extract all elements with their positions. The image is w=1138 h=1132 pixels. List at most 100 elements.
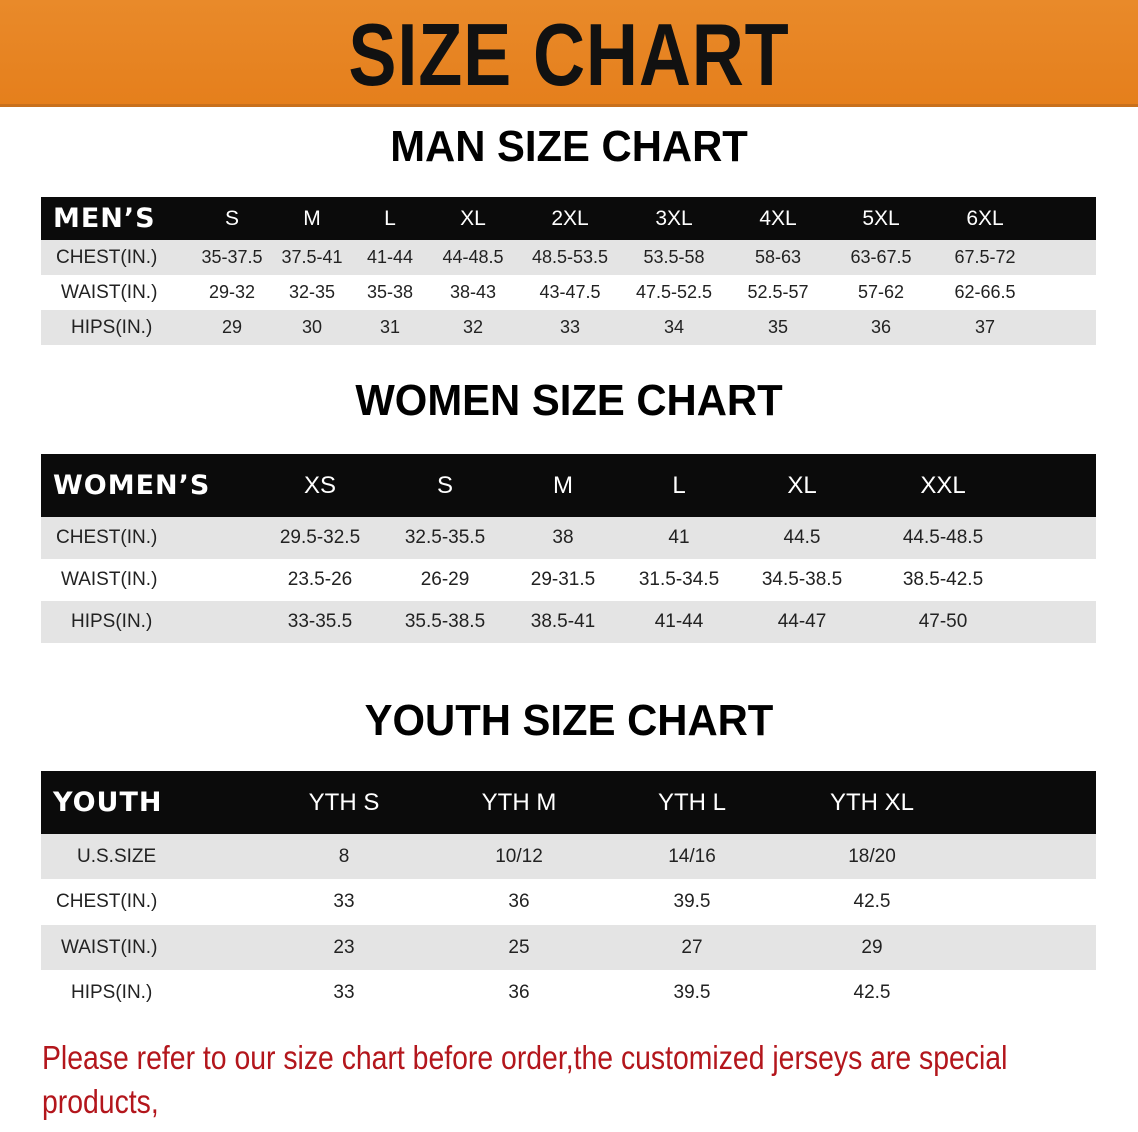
- table-cell: 44.5-48.5: [902, 527, 984, 548]
- row-label: U.S.SIZE: [77, 845, 157, 867]
- youth-header-label: YOUTH: [53, 787, 163, 818]
- table-cell: 23.5-26: [287, 569, 353, 590]
- youth-section-title: YOUTH SIZE CHART: [364, 696, 774, 745]
- table-cell: 36: [508, 891, 530, 912]
- row-label: WAIST(IN.): [61, 569, 158, 590]
- table-cell: 32.5-35.5: [404, 527, 486, 548]
- row-label: CHEST(IN.): [56, 246, 158, 268]
- table-cell: 23: [333, 936, 355, 958]
- table-cell: 62-66.5: [954, 282, 1016, 302]
- size-header-l: L: [384, 206, 396, 230]
- table-cell: 37.5-41: [281, 247, 343, 267]
- table-cell: 10/12: [495, 845, 543, 867]
- table-cell: 52.5-57: [747, 282, 809, 302]
- banner-title: SIZE CHART: [348, 5, 790, 104]
- table-cell: 34: [663, 317, 685, 337]
- row-label: HIPS(IN.): [71, 981, 153, 1003]
- men-header-label: MEN’S: [53, 203, 156, 234]
- notice-line-1: Please refer to our size chart before or…: [42, 1039, 1008, 1120]
- table-cell: 42.5: [853, 891, 891, 912]
- table-row: CHEST(IN.) 29.5-32.5 32.5-35.5 38 41 44.5 44.5…: [41, 517, 1096, 559]
- table-cell: 38-43: [449, 282, 497, 302]
- table-cell: 44-47: [777, 611, 827, 632]
- size-header-4xl: 4XL: [759, 206, 797, 230]
- order-notice: Please refer to our size chart before or…: [42, 1036, 1074, 1132]
- size-header-xl: XL: [460, 206, 486, 230]
- row-label: CHEST(IN.): [56, 527, 158, 548]
- table-cell: 29: [861, 936, 883, 958]
- table-cell: 36: [870, 317, 892, 337]
- table-cell: 48.5-53.5: [531, 247, 609, 267]
- table-cell: 33: [333, 891, 355, 912]
- size-header-s: S: [224, 206, 240, 230]
- table-cell: 25: [508, 936, 530, 958]
- youth-size-table: YOUTH YTH S YTH M YTH L YTH XL U.S.SIZE 8 10/12…: [41, 771, 1096, 1015]
- table-cell: 33-35.5: [287, 611, 353, 632]
- table-row: HIPS(IN.) 33 36 39.5 42.5: [41, 970, 1096, 1015]
- women-header-label: WOMEN’S: [53, 470, 211, 501]
- table-row: WAIST(IN.) 23 25 27 29: [41, 925, 1096, 970]
- women-size-table: WOMEN’S XS S M L XL XXL CHEST(IN.) 29.5-32.5 32.5…: [41, 454, 1096, 643]
- table-cell: 38.5-42.5: [902, 569, 984, 590]
- table-cell: 37: [974, 317, 996, 337]
- table-cell: 39.5: [673, 891, 711, 912]
- table-cell: 30: [301, 317, 323, 337]
- table-cell: 29-32: [208, 282, 256, 302]
- table-row: HIPS(IN.) 29 30 31 32 33 34 35 36 37: [41, 310, 1096, 345]
- women-header-row: WOMEN’S XS S M L XL XXL: [41, 454, 1096, 517]
- size-header-xxl: XXL: [920, 471, 966, 499]
- table-cell: 35-37.5: [201, 247, 263, 267]
- size-header-m: M: [553, 471, 573, 499]
- table-cell: 27: [681, 936, 703, 958]
- table-cell: 31: [379, 317, 401, 337]
- row-label: HIPS(IN.): [71, 316, 153, 338]
- table-cell: 18/20: [848, 845, 896, 867]
- youth-header-row: YOUTH YTH S YTH M YTH L YTH XL: [41, 771, 1096, 834]
- size-header-3xl: 3XL: [655, 206, 693, 230]
- table-cell: 26-29: [420, 569, 470, 590]
- table-cell: 53.5-58: [643, 247, 705, 267]
- table-cell: 34.5-38.5: [761, 569, 843, 590]
- table-cell: 63-67.5: [850, 247, 912, 267]
- size-header-5xl: 5XL: [862, 206, 900, 230]
- row-label: WAIST(IN.): [61, 281, 158, 303]
- table-cell: 35: [767, 317, 789, 337]
- men-header-row: MEN’S S M L XL 2XL 3XL 4XL 5XL 6XL: [41, 197, 1096, 240]
- table-cell: 35.5-38.5: [404, 611, 486, 632]
- table-cell: 41-44: [654, 611, 704, 632]
- banner: SIZE CHART: [0, 0, 1138, 107]
- table-cell: 32: [462, 317, 484, 337]
- table-cell: 41: [668, 527, 690, 548]
- table-cell: 14/16: [668, 845, 716, 867]
- table-row: WAIST(IN.) 23.5-26 26-29 29-31.5 31.5-34.5 34…: [41, 559, 1096, 601]
- table-cell: 35-38: [366, 282, 414, 302]
- table-row: CHEST(IN.) 35-37.5 37.5-41 41-44 44-48.5 48.5…: [41, 240, 1096, 275]
- table-row: WAIST(IN.) 29-32 32-35 35-38 38-43 43-47.5 47.…: [41, 275, 1096, 310]
- table-cell: 47-50: [918, 611, 968, 632]
- table-row: U.S.SIZE 8 10/12 14/16 18/20: [41, 834, 1096, 879]
- table-cell: 67.5-72: [954, 247, 1016, 267]
- size-header-2xl: 2XL: [551, 206, 589, 230]
- table-cell: 57-62: [857, 282, 905, 302]
- size-header-yth-xl: YTH XL: [829, 788, 915, 816]
- table-cell: 44.5: [783, 527, 821, 548]
- table-cell: 43-47.5: [539, 282, 601, 302]
- size-header-l: L: [672, 471, 686, 499]
- table-cell: 8: [338, 845, 350, 867]
- table-cell: 33: [559, 317, 581, 337]
- men-section-title: MAN SIZE CHART: [390, 122, 748, 171]
- row-label: WAIST(IN.): [61, 936, 158, 958]
- size-header-xs: XS: [303, 471, 337, 499]
- table-cell: 58-63: [754, 247, 802, 267]
- size-header-yth-m: YTH M: [481, 788, 557, 816]
- table-cell: 33: [333, 981, 355, 1003]
- table-cell: 36: [508, 981, 530, 1003]
- table-cell: 42.5: [853, 981, 891, 1003]
- table-cell: 29-31.5: [530, 569, 596, 590]
- size-header-xl: XL: [787, 471, 817, 499]
- notice-line-2: we don't accept cancel, change, teturn o…: [42, 1124, 1074, 1132]
- size-header-m: M: [303, 206, 321, 230]
- size-header-s: S: [436, 471, 454, 499]
- table-cell: 38.5-41: [530, 611, 596, 632]
